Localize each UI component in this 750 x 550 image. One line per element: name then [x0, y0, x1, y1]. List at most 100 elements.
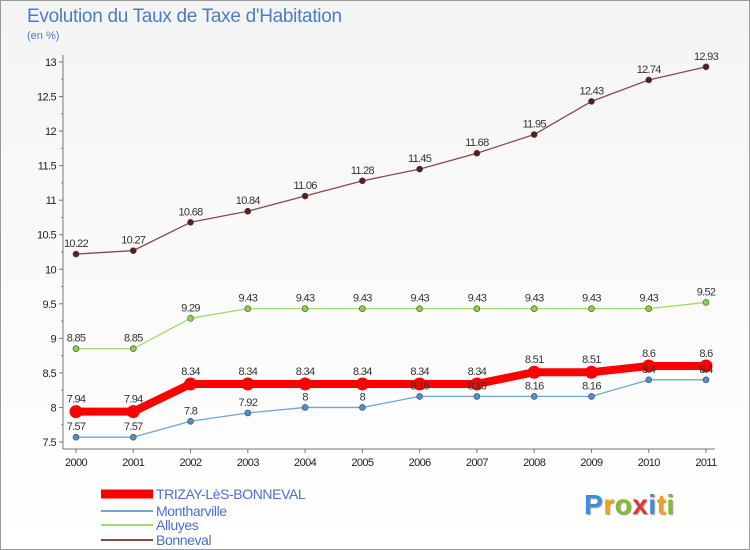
data-label: 8.34	[353, 366, 372, 378]
series-line-0	[76, 362, 706, 416]
data-point	[187, 417, 194, 425]
chart-title: Evolution du Taux de Taxe d'Habitation	[27, 6, 342, 27]
series-line-1	[76, 379, 706, 438]
data-point	[244, 409, 252, 417]
x-tick-label: 2007	[466, 457, 489, 469]
data-point	[645, 376, 653, 384]
logo-letter: r	[603, 489, 615, 520]
y-tick-label: 10	[45, 264, 57, 276]
y-tick-label: 11.5	[38, 161, 57, 173]
y-tick-label: 7.5	[43, 437, 57, 449]
data-label: 8.34	[239, 366, 258, 378]
data-point	[241, 377, 255, 391]
data-point	[530, 131, 538, 138]
data-point	[588, 393, 595, 400]
data-label: 7.94	[67, 394, 86, 406]
data-label: 11.68	[465, 137, 489, 149]
data-label: 8.16	[468, 380, 487, 392]
data-point	[645, 76, 653, 84]
logo-letter: x	[632, 489, 649, 520]
y-tick-label: 11	[46, 195, 57, 207]
y-tick-label: 12.5	[37, 92, 56, 104]
data-point	[702, 299, 710, 306]
data-label: 9.29	[181, 302, 200, 314]
data-point	[72, 345, 80, 353]
data-point	[473, 393, 481, 400]
x-tick-label: 2001	[122, 457, 145, 469]
data-point	[301, 305, 309, 312]
data-label: 8.4	[699, 364, 713, 376]
x-tick-label: 2000	[65, 457, 88, 469]
x-tick-label: 2010	[638, 457, 661, 469]
data-label: 12.93	[694, 51, 719, 63]
series-line-2	[76, 301, 707, 350]
data-label: 8.34	[410, 366, 429, 378]
legend-entry: Montharville	[156, 503, 227, 519]
data-label: 8.34	[468, 366, 487, 378]
data-point	[473, 305, 481, 312]
data-label: 8.34	[296, 366, 315, 378]
data-point	[416, 393, 423, 400]
x-tick-label: 2002	[180, 457, 203, 469]
data-label: 9.43	[353, 293, 372, 305]
data-label: 7.57	[67, 421, 86, 433]
data-point	[69, 405, 83, 419]
x-tick-label: 2003	[237, 457, 260, 469]
x-tick-label: 2008	[523, 457, 546, 469]
data-label: 11.95	[523, 119, 547, 131]
legend-entry: Bonneval	[156, 532, 211, 548]
data-label: 8.16	[410, 380, 429, 392]
data-label: 8.85	[67, 333, 86, 345]
series-line-3	[75, 66, 707, 255]
data-point	[413, 377, 427, 391]
data-point	[584, 365, 598, 379]
logo-letter: o	[614, 489, 633, 520]
logo-letter: i	[666, 489, 675, 520]
data-point	[642, 359, 656, 373]
data-label: 8.51	[525, 354, 544, 366]
data-point	[416, 305, 423, 312]
data-label: 9.43	[296, 293, 315, 305]
data-label: 8.85	[124, 333, 143, 345]
y-tick-label: 8.5	[43, 368, 57, 380]
y-tick-label: 9.5	[43, 299, 57, 311]
data-label: 7.92	[239, 397, 258, 409]
data-label: 8	[360, 391, 366, 403]
data-point	[699, 359, 713, 373]
y-tick-label: 10.5	[37, 230, 56, 242]
data-point	[530, 305, 538, 312]
data-label: 10.27	[121, 235, 146, 247]
data-point	[359, 404, 366, 411]
data-label: 8.6	[699, 348, 713, 360]
data-point	[702, 63, 710, 71]
data-point	[301, 404, 309, 411]
data-point	[530, 393, 538, 400]
data-point	[129, 345, 137, 353]
data-label: 8.6	[642, 348, 656, 360]
data-label: 12.74	[637, 64, 662, 76]
data-label: 10.68	[179, 206, 204, 218]
data-point	[588, 305, 595, 312]
data-label: 12.43	[579, 85, 604, 97]
data-label: 8.16	[582, 380, 601, 392]
data-point	[470, 377, 484, 391]
logo-letter: P	[584, 489, 604, 520]
data-label: 8.4	[642, 364, 656, 376]
data-point	[129, 247, 137, 254]
data-point	[702, 376, 710, 384]
data-point	[126, 405, 140, 419]
data-label: 7.94	[124, 394, 143, 406]
data-label: 9.43	[582, 293, 601, 305]
y-tick-label: 13	[45, 57, 57, 69]
proxiti-logo: Proxiti	[584, 489, 675, 521]
data-label: 9.52	[697, 286, 716, 298]
data-point	[72, 433, 80, 441]
y-tick-label: 8	[50, 402, 56, 414]
data-label: 9.43	[639, 293, 658, 305]
data-point	[298, 377, 312, 391]
data-point	[473, 149, 481, 157]
data-point	[187, 218, 194, 226]
data-point	[359, 177, 366, 185]
legend-entry: TRIZAY-LèS-BONNEVAL	[156, 486, 306, 502]
